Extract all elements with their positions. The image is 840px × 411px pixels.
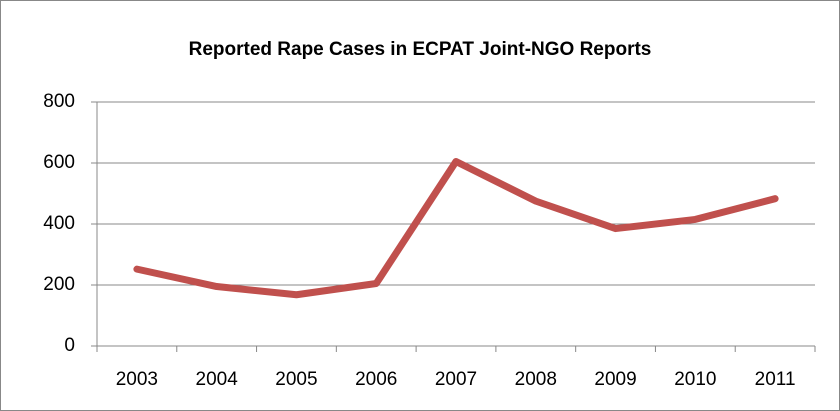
chart-title: Reported Rape Cases in ECPAT Joint-NGO R… bbox=[189, 39, 652, 60]
x-tick-label: 2010 bbox=[674, 369, 716, 390]
data-line bbox=[133, 157, 779, 299]
x-tick-label: 2007 bbox=[435, 369, 477, 390]
y-tick-label: 200 bbox=[43, 274, 75, 295]
x-tick-label: 2006 bbox=[355, 369, 397, 390]
x-tick-label: 2005 bbox=[275, 369, 317, 390]
y-tick-label: 600 bbox=[43, 152, 75, 173]
y-tick-label: 400 bbox=[43, 213, 75, 234]
x-tick-label: 2008 bbox=[515, 369, 557, 390]
x-tick-label: 2011 bbox=[755, 369, 796, 390]
x-tick-label: 2004 bbox=[196, 369, 239, 390]
x-tick-label: 2003 bbox=[116, 369, 158, 390]
y-tick-label: 0 bbox=[64, 335, 75, 356]
x-tick-label: 2009 bbox=[594, 369, 636, 390]
y-tick-label: 800 bbox=[43, 91, 75, 112]
